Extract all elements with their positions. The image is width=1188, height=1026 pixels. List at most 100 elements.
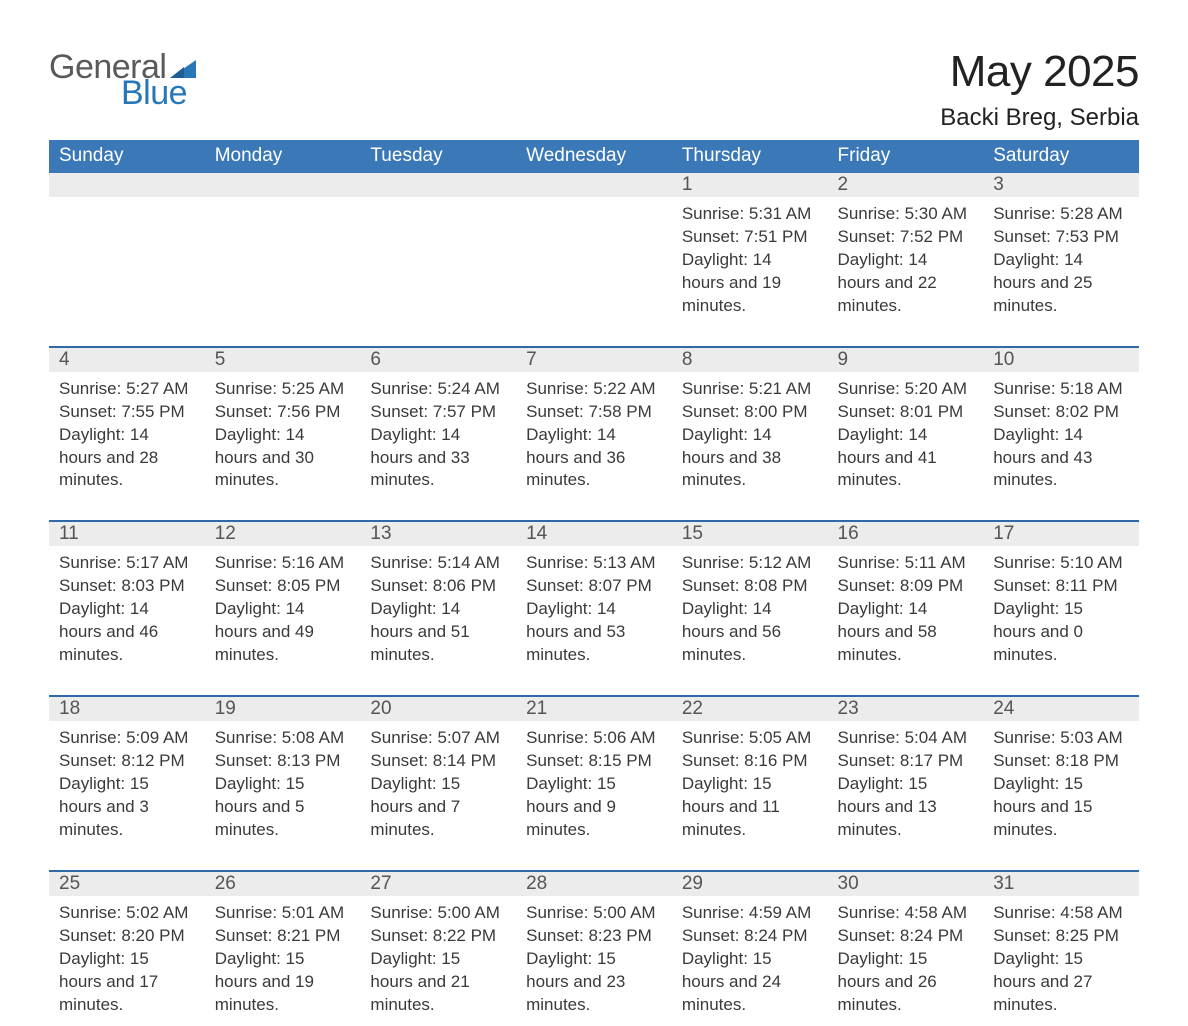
- sunset-line: Sunset: 8:11 PM: [993, 575, 1129, 598]
- day-detail-cell: Sunrise: 5:08 AMSunset: 8:13 PMDaylight:…: [205, 721, 361, 871]
- day-detail-cell: Sunrise: 5:10 AMSunset: 8:11 PMDaylight:…: [983, 546, 1139, 696]
- day-detail-cell: Sunrise: 5:21 AMSunset: 8:00 PMDaylight:…: [672, 372, 828, 522]
- day-number-cell: 4: [49, 347, 205, 372]
- day-detail-cell: Sunrise: 5:11 AMSunset: 8:09 PMDaylight:…: [828, 546, 984, 696]
- sunrise-line: Sunrise: 5:25 AM: [215, 378, 351, 401]
- daylight-line: Daylight: 14 hours and 53 minutes.: [526, 598, 662, 667]
- day-detail-cell: Sunrise: 5:31 AMSunset: 7:51 PMDaylight:…: [672, 197, 828, 347]
- day-detail-cell: Sunrise: 5:03 AMSunset: 8:18 PMDaylight:…: [983, 721, 1139, 871]
- day-detail-cell: Sunrise: 5:30 AMSunset: 7:52 PMDaylight:…: [828, 197, 984, 347]
- day-number-cell: 25: [49, 871, 205, 896]
- calendar-table: SundayMondayTuesdayWednesdayThursdayFrid…: [49, 140, 1139, 1026]
- day-number-cell: [49, 173, 205, 197]
- day-detail-cell: Sunrise: 5:22 AMSunset: 7:58 PMDaylight:…: [516, 372, 672, 522]
- sunset-line: Sunset: 7:57 PM: [370, 401, 506, 424]
- daylight-line: Daylight: 15 hours and 21 minutes.: [370, 948, 506, 1017]
- day-detail-cell: [360, 197, 516, 347]
- sunrise-line: Sunrise: 5:17 AM: [59, 552, 195, 575]
- sunrise-line: Sunrise: 5:13 AM: [526, 552, 662, 575]
- sunset-line: Sunset: 8:07 PM: [526, 575, 662, 598]
- week-detail-row: Sunrise: 5:09 AMSunset: 8:12 PMDaylight:…: [49, 721, 1139, 871]
- sunrise-line: Sunrise: 5:21 AM: [682, 378, 818, 401]
- day-detail-cell: Sunrise: 5:20 AMSunset: 8:01 PMDaylight:…: [828, 372, 984, 522]
- sunset-line: Sunset: 8:24 PM: [838, 925, 974, 948]
- sunrise-line: Sunrise: 5:06 AM: [526, 727, 662, 750]
- daylight-line: Daylight: 15 hours and 0 minutes.: [993, 598, 1129, 667]
- day-number-cell: 5: [205, 347, 361, 372]
- day-number-cell: 9: [828, 347, 984, 372]
- daylight-line: Daylight: 15 hours and 27 minutes.: [993, 948, 1129, 1017]
- day-number-cell: 14: [516, 521, 672, 546]
- sunset-line: Sunset: 8:15 PM: [526, 750, 662, 773]
- daylight-line: Daylight: 14 hours and 36 minutes.: [526, 424, 662, 493]
- sunset-line: Sunset: 8:23 PM: [526, 925, 662, 948]
- sunrise-line: Sunrise: 5:18 AM: [993, 378, 1129, 401]
- day-number-cell: 20: [360, 696, 516, 721]
- page-title: May 2025: [940, 50, 1139, 94]
- day-number-cell: 7: [516, 347, 672, 372]
- daylight-line: Daylight: 14 hours and 49 minutes.: [215, 598, 351, 667]
- logo-word-blue: Blue: [121, 76, 196, 110]
- sunset-line: Sunset: 7:52 PM: [838, 226, 974, 249]
- sunset-line: Sunset: 8:03 PM: [59, 575, 195, 598]
- day-detail-cell: Sunrise: 5:28 AMSunset: 7:53 PMDaylight:…: [983, 197, 1139, 347]
- topbar: General Blue May 2025 Backi Breg, Serbia: [49, 50, 1139, 132]
- daylight-line: Daylight: 15 hours and 26 minutes.: [838, 948, 974, 1017]
- day-number-cell: 27: [360, 871, 516, 896]
- day-detail-cell: Sunrise: 5:09 AMSunset: 8:12 PMDaylight:…: [49, 721, 205, 871]
- day-number-cell: 1: [672, 173, 828, 197]
- sunset-line: Sunset: 8:08 PM: [682, 575, 818, 598]
- day-detail-cell: Sunrise: 5:04 AMSunset: 8:17 PMDaylight:…: [828, 721, 984, 871]
- week-detail-row: Sunrise: 5:31 AMSunset: 7:51 PMDaylight:…: [49, 197, 1139, 347]
- day-number-cell: 30: [828, 871, 984, 896]
- sunset-line: Sunset: 8:18 PM: [993, 750, 1129, 773]
- daylight-line: Daylight: 14 hours and 33 minutes.: [370, 424, 506, 493]
- sunrise-line: Sunrise: 5:14 AM: [370, 552, 506, 575]
- day-detail-cell: Sunrise: 4:59 AMSunset: 8:24 PMDaylight:…: [672, 896, 828, 1026]
- day-detail-cell: Sunrise: 5:06 AMSunset: 8:15 PMDaylight:…: [516, 721, 672, 871]
- sunrise-line: Sunrise: 5:05 AM: [682, 727, 818, 750]
- sunset-line: Sunset: 8:22 PM: [370, 925, 506, 948]
- sunrise-line: Sunrise: 5:24 AM: [370, 378, 506, 401]
- daylight-line: Daylight: 15 hours and 13 minutes.: [838, 773, 974, 842]
- daylight-line: Daylight: 15 hours and 24 minutes.: [682, 948, 818, 1017]
- sunset-line: Sunset: 8:02 PM: [993, 401, 1129, 424]
- sunrise-line: Sunrise: 5:01 AM: [215, 902, 351, 925]
- sunset-line: Sunset: 8:24 PM: [682, 925, 818, 948]
- day-detail-cell: Sunrise: 5:05 AMSunset: 8:16 PMDaylight:…: [672, 721, 828, 871]
- day-detail-cell: Sunrise: 5:16 AMSunset: 8:05 PMDaylight:…: [205, 546, 361, 696]
- location-subtitle: Backi Breg, Serbia: [940, 104, 1139, 132]
- daylight-line: Daylight: 14 hours and 28 minutes.: [59, 424, 195, 493]
- daylight-line: Daylight: 15 hours and 11 minutes.: [682, 773, 818, 842]
- day-number-cell: 24: [983, 696, 1139, 721]
- sunrise-line: Sunrise: 5:12 AM: [682, 552, 818, 575]
- daylight-line: Daylight: 15 hours and 19 minutes.: [215, 948, 351, 1017]
- day-detail-cell: Sunrise: 5:02 AMSunset: 8:20 PMDaylight:…: [49, 896, 205, 1026]
- daylight-line: Daylight: 14 hours and 30 minutes.: [215, 424, 351, 493]
- daylight-line: Daylight: 14 hours and 56 minutes.: [682, 598, 818, 667]
- week-number-row: 123: [49, 173, 1139, 197]
- daylight-line: Daylight: 15 hours and 9 minutes.: [526, 773, 662, 842]
- day-number-cell: 31: [983, 871, 1139, 896]
- sunset-line: Sunset: 8:06 PM: [370, 575, 506, 598]
- sunset-line: Sunset: 8:05 PM: [215, 575, 351, 598]
- day-detail-cell: Sunrise: 5:25 AMSunset: 7:56 PMDaylight:…: [205, 372, 361, 522]
- day-number-cell: [205, 173, 361, 197]
- daylight-line: Daylight: 14 hours and 46 minutes.: [59, 598, 195, 667]
- daylight-line: Daylight: 15 hours and 3 minutes.: [59, 773, 195, 842]
- day-detail-cell: Sunrise: 5:07 AMSunset: 8:14 PMDaylight:…: [360, 721, 516, 871]
- sunrise-line: Sunrise: 5:22 AM: [526, 378, 662, 401]
- sunrise-line: Sunrise: 5:09 AM: [59, 727, 195, 750]
- sunrise-line: Sunrise: 5:08 AM: [215, 727, 351, 750]
- sunrise-line: Sunrise: 5:00 AM: [526, 902, 662, 925]
- sunrise-line: Sunrise: 5:03 AM: [993, 727, 1129, 750]
- column-header: Sunday: [49, 140, 205, 173]
- day-number-cell: 3: [983, 173, 1139, 197]
- day-number-cell: 11: [49, 521, 205, 546]
- column-header: Monday: [205, 140, 361, 173]
- day-detail-cell: Sunrise: 5:01 AMSunset: 8:21 PMDaylight:…: [205, 896, 361, 1026]
- sunset-line: Sunset: 8:14 PM: [370, 750, 506, 773]
- daylight-line: Daylight: 14 hours and 58 minutes.: [838, 598, 974, 667]
- day-number-cell: [360, 173, 516, 197]
- day-detail-cell: Sunrise: 5:27 AMSunset: 7:55 PMDaylight:…: [49, 372, 205, 522]
